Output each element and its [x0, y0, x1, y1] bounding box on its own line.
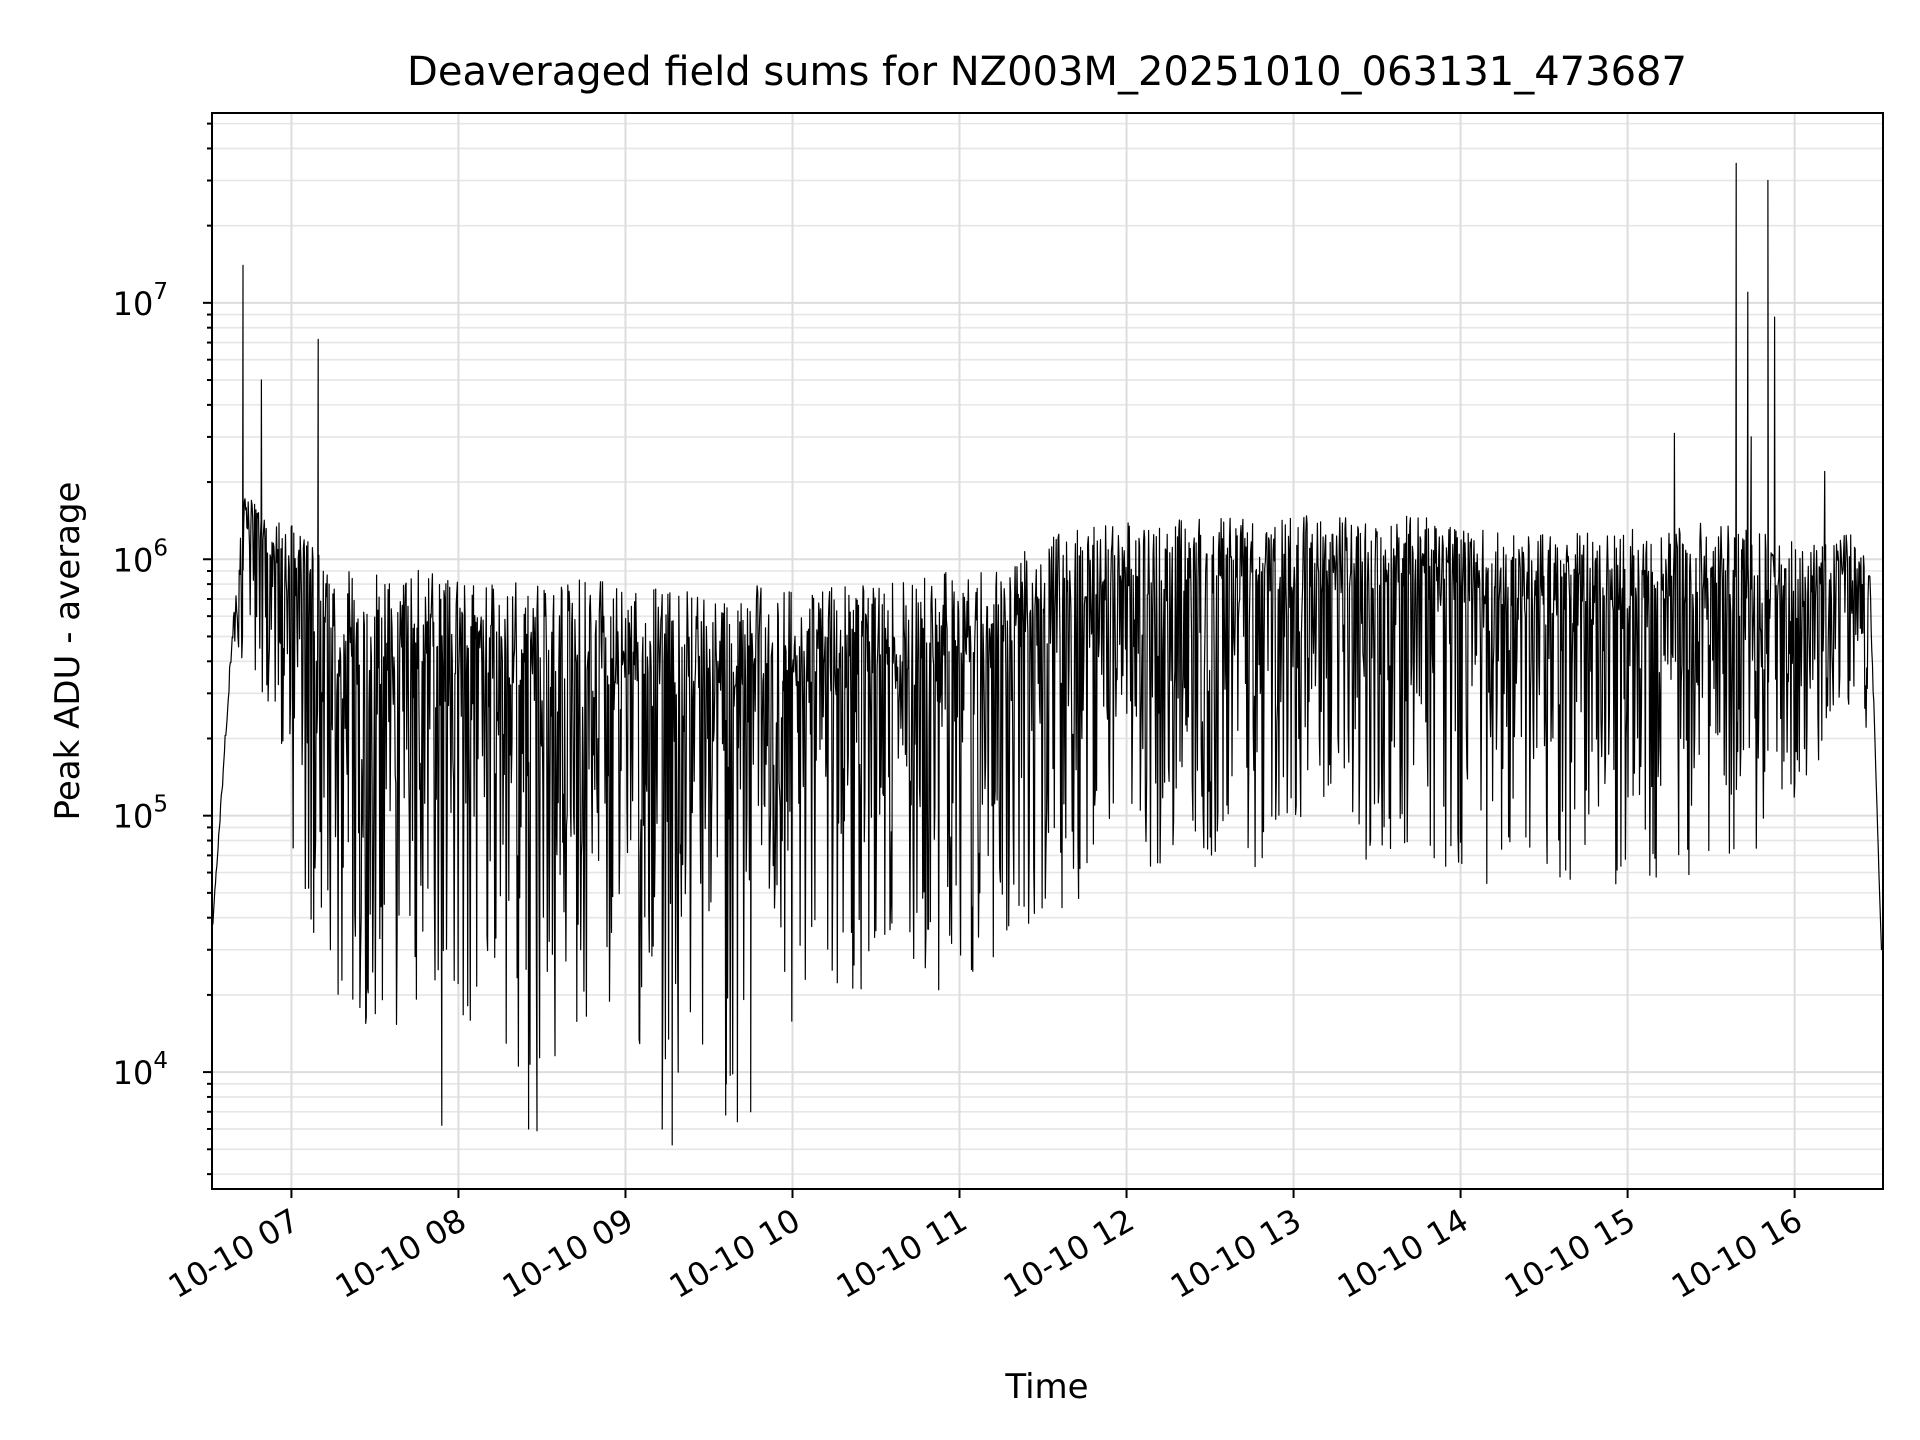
y-tick-label-exponent: 7: [153, 279, 168, 305]
chart-title: Deaveraged field sums for NZ003M_2025101…: [407, 49, 1687, 95]
y-tick-label-base: 10: [113, 798, 154, 836]
y-tick-label-base: 10: [113, 285, 154, 323]
y-tick-label-exponent: 4: [153, 1048, 168, 1074]
y-tick-label-base: 10: [113, 541, 154, 579]
y-tick-label: 107: [113, 279, 168, 323]
y-tick-label: 104: [113, 1048, 168, 1092]
y-axis-label: Peak ADU - average: [48, 482, 88, 821]
y-tick-label: 106: [113, 535, 168, 579]
x-axis-label: Time: [1004, 1367, 1088, 1407]
series-line: [212, 162, 1883, 1146]
y-tick-label-exponent: 6: [153, 535, 168, 561]
y-tick-label-base: 10: [113, 1054, 154, 1092]
y-tick-label: 105: [113, 792, 168, 836]
data-layer: [212, 162, 1883, 1146]
plot-frame: [211, 112, 1884, 1190]
y-tick-label-exponent: 5: [153, 792, 168, 818]
